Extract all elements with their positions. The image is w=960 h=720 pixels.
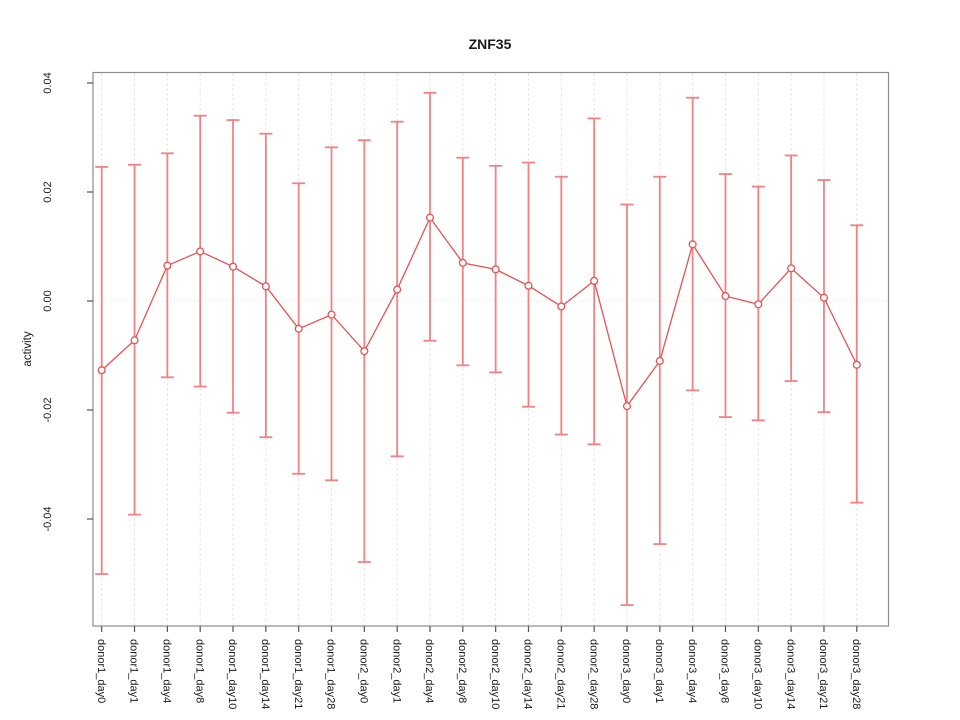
x-tick-label: donor1_day28 [325, 639, 337, 709]
y-tick-label: 0.00 [42, 290, 54, 311]
x-tick-label: donor1_day0 [95, 639, 107, 703]
x-tick-label: donor2_day1 [390, 639, 402, 703]
data-point [228, 262, 238, 271]
data-point [130, 336, 139, 345]
data-point [557, 302, 566, 311]
x-tick-label: donor2_day14 [522, 639, 534, 709]
data-point [327, 310, 336, 319]
x-tick-label: donor3_day10 [751, 639, 763, 709]
y-tick-label: 0.02 [42, 181, 54, 202]
data-point [524, 281, 533, 290]
data-point [425, 213, 435, 222]
data-point [491, 265, 500, 274]
plot-border [92, 71, 890, 627]
data-point [163, 261, 172, 270]
y-tick-label: 0.04 [42, 72, 54, 93]
x-tick-label: donor2_day21 [554, 639, 566, 709]
data-point [196, 247, 205, 256]
data-point [852, 360, 861, 369]
x-tick-label: donor1_day10 [226, 639, 238, 709]
y-tick-label: -0.02 [42, 397, 54, 422]
data-point [754, 300, 763, 309]
x-tick-label: donor2_day10 [489, 639, 501, 709]
x-tick-label: donor1_day4 [161, 639, 173, 703]
data-point [360, 347, 369, 356]
data-point [590, 276, 599, 285]
chart-title: ZNF35 [469, 36, 512, 52]
x-tick-label: donor3_day21 [817, 639, 829, 709]
x-tick-label: donor3_day14 [784, 639, 796, 709]
data-point [787, 264, 796, 273]
data-point [622, 402, 632, 411]
data-point [458, 258, 467, 267]
x-tick-label: donor2_day0 [357, 639, 369, 703]
x-tick-label: donor1_day1 [128, 639, 140, 703]
x-tick-label: donor3_day28 [850, 639, 862, 709]
x-tick-label: donor2_day4 [423, 639, 435, 703]
y-tick-label: -0.04 [42, 506, 54, 531]
x-tick-label: donor3_day4 [686, 639, 698, 703]
x-tick-label: donor1_day14 [259, 639, 271, 709]
data-point [721, 292, 730, 301]
y-axis-title: activity [22, 331, 34, 366]
data-point [819, 293, 829, 302]
plot-area: 0.04 0.02 0.00 -0.02 -0.04 donor1_day0 donor1_… [42, 71, 890, 709]
data-point [261, 282, 270, 291]
x-tick-label: donor3_day8 [719, 639, 731, 703]
x-tick-label: donor1_day8 [193, 639, 205, 703]
x-tick-label: donor2_day28 [587, 639, 599, 709]
x-tick-label: donor3_day0 [620, 639, 632, 703]
data-point [393, 285, 402, 294]
data-point [294, 324, 303, 333]
x-tick-label: donor2_day8 [456, 639, 468, 703]
series-line [101, 216, 858, 408]
data-point [688, 240, 697, 249]
data-point [97, 366, 106, 375]
x-tick-label: donor3_day1 [653, 639, 665, 703]
data-point [655, 356, 664, 366]
x-tick-label: donor1_day21 [292, 639, 304, 709]
